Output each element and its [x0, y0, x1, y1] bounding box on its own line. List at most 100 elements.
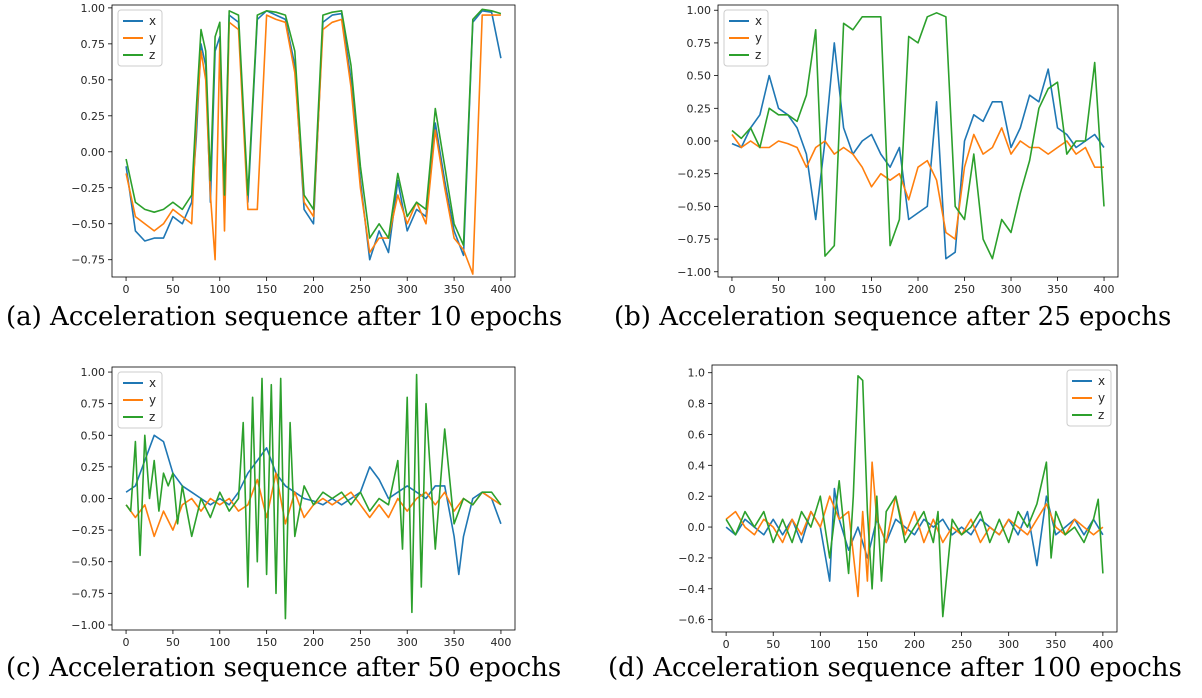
plot-area: [731, 12, 1105, 260]
x-tick-label: 100: [810, 638, 831, 651]
y-tick-label: 0.25: [687, 102, 712, 115]
series-line-y: [125, 14, 501, 275]
chart-d-svg: 0 50 100 150 200 250 300 350 400 −0.6 −0.4 −0.2 0.0 0…: [678, 364, 1118, 651]
legend-label-x: x: [149, 14, 156, 28]
plot-area: [125, 8, 502, 275]
y-tick-label: 0.75: [81, 38, 106, 51]
x-tick-label: 50: [166, 636, 180, 649]
series-line-x: [725, 487, 1104, 582]
y-tick-label: 0.50: [81, 74, 106, 87]
chart-panel-a: 0 50 100 150 200 250 300 350 400 −0.75 −0.50 −0.25 0…: [0, 0, 600, 300]
y-tick-label: −0.6: [678, 614, 705, 627]
y-tick-label: −0.75: [71, 254, 105, 267]
x-tick-label: 400: [1092, 638, 1113, 651]
series-line-y: [731, 127, 1104, 240]
y-tick-label: 0.00: [81, 493, 106, 506]
x-tick-label: 200: [908, 283, 929, 296]
y-tick-label: 0.2: [688, 490, 706, 503]
x-tick-label: 50: [766, 638, 780, 651]
x-tick-label: 50: [771, 283, 785, 296]
x-tick-label: 300: [1001, 283, 1022, 296]
x-tick-label: 100: [209, 636, 230, 649]
y-tick-label: −0.75: [71, 587, 105, 600]
y-tick-label: 0.25: [81, 110, 106, 123]
x-tick-label: 200: [303, 636, 324, 649]
y-tick-label: −0.75: [677, 233, 711, 246]
legend-label-z: z: [149, 410, 155, 424]
x-tick-label: 50: [166, 283, 180, 296]
legend-label-y: y: [755, 31, 762, 45]
x-tick-label: 350: [1045, 638, 1066, 651]
x-tick-label: 150: [857, 638, 878, 651]
x-tick-label: 350: [1047, 283, 1068, 296]
x-tick-label: 400: [490, 636, 511, 649]
chart-panel-b: 0 50 100 150 200 250 300 350 400 −1.00 −0.75 −0.50 −…: [608, 0, 1202, 300]
x-tick-label: 0: [123, 636, 130, 649]
y-tick-label: 1.00: [81, 2, 106, 15]
legend-label-y: y: [149, 393, 156, 407]
x-tick-label: 0: [123, 283, 130, 296]
x-tick-label: 100: [209, 283, 230, 296]
y-tick-label: 0.50: [687, 70, 712, 83]
x-tick-label: 300: [397, 283, 418, 296]
x-tick-label: 300: [397, 636, 418, 649]
y-tick-label: −1.00: [677, 266, 711, 279]
y-tick-label: −0.25: [71, 524, 105, 537]
x-tick-label: 300: [998, 638, 1019, 651]
y-tick-label: −0.50: [71, 218, 105, 231]
plot-area: [725, 374, 1104, 618]
caption-d: (d) Acceleration sequence after 100 epoc…: [608, 653, 1182, 683]
x-tick-label: 250: [350, 636, 371, 649]
y-tick-label: 0.4: [688, 459, 706, 472]
x-tick-label: 150: [861, 283, 882, 296]
x-tick-label: 350: [444, 636, 465, 649]
y-tick-label: −0.50: [677, 200, 711, 213]
y-tick-label: 0.8: [688, 398, 706, 411]
legend-label-y: y: [149, 31, 156, 45]
y-tick-label: 0.50: [81, 429, 106, 442]
axes-frame: [111, 366, 516, 631]
y-tick-label: −0.25: [677, 168, 711, 181]
x-tick-label: 400: [490, 283, 511, 296]
y-tick-label: −1.00: [71, 619, 105, 632]
x-tick-label: 250: [350, 283, 371, 296]
chart-a-svg: 0 50 100 150 200 250 300 350 400 −0.75 −0.50 −0.25 0…: [71, 2, 516, 296]
series-line-z: [125, 373, 502, 620]
series-line-z: [725, 374, 1104, 618]
caption-a: (a) Acceleration sequence after 10 epoch…: [6, 302, 563, 332]
x-tick-label: 150: [256, 636, 277, 649]
y-tick-label: −0.25: [71, 182, 105, 195]
legend-label-y: y: [1098, 391, 1105, 405]
series-line-y: [725, 461, 1104, 598]
series-line-z: [125, 8, 502, 247]
axes-frame: [711, 364, 1118, 633]
chart-c-svg: 0 50 100 150 200 250 300 350 400 −1.00 −0.75 −0.50 −…: [71, 366, 516, 649]
y-tick-label: 0.25: [81, 461, 106, 474]
chart-panel-c: 0 50 100 150 200 250 300 350 400 −1.00 −0.75 −0.50 −…: [0, 352, 600, 649]
legend-label-z: z: [149, 48, 155, 62]
y-tick-label: −0.50: [71, 556, 105, 569]
x-tick-label: 250: [954, 283, 975, 296]
y-tick-label: 0.0: [688, 521, 706, 534]
x-tick-label: 200: [904, 638, 925, 651]
x-tick-label: 200: [303, 283, 324, 296]
caption-b: (b) Acceleration sequence after 25 epoch…: [614, 302, 1172, 332]
legend-label-z: z: [1098, 408, 1104, 422]
x-tick-label: 0: [723, 638, 730, 651]
plot-area: [125, 373, 502, 620]
y-tick-label: 1.00: [81, 366, 106, 379]
legend-label-x: x: [149, 376, 156, 390]
x-tick-label: 350: [444, 283, 465, 296]
y-tick-label: 0.00: [81, 146, 106, 159]
chart-b-svg: 0 50 100 150 200 250 300 350 400 −1.00 −0.75 −0.50 −…: [677, 4, 1119, 296]
legend-label-x: x: [1098, 374, 1105, 388]
legend-label-z: z: [755, 48, 761, 62]
series-line-x: [125, 10, 502, 261]
x-tick-label: 100: [814, 283, 835, 296]
caption-c: (c) Acceleration sequence after 50 epoch…: [6, 653, 562, 683]
x-tick-label: 0: [728, 283, 735, 296]
y-tick-label: 0.75: [81, 398, 106, 411]
x-tick-label: 150: [256, 283, 277, 296]
y-tick-label: 0.6: [688, 428, 706, 441]
y-tick-label: −0.2: [678, 552, 705, 565]
